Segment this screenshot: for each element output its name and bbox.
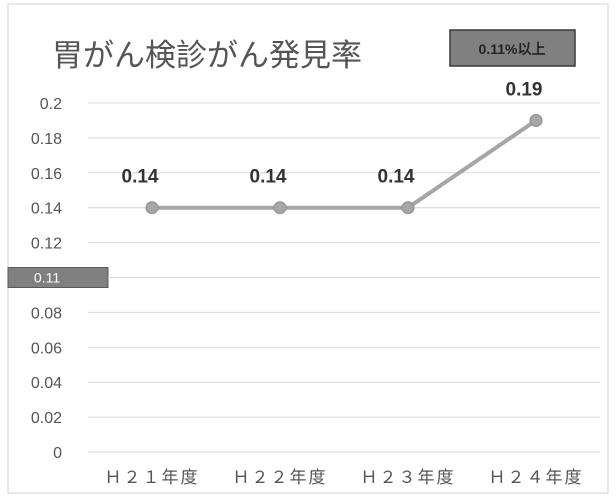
- x-category-label: Ｈ２１年度: [105, 468, 200, 488]
- series-line: [152, 118, 538, 210]
- threshold-marker-label: 0.11: [34, 270, 60, 286]
- y-tick-label: 0.2: [40, 96, 62, 113]
- y-tick-label: 0.18: [31, 131, 62, 148]
- y-tick-label: 0.14: [31, 201, 62, 218]
- x-category-label: Ｈ２４年度: [489, 468, 584, 488]
- y-tick-label: 0.12: [31, 236, 62, 253]
- data-point: [145, 201, 159, 215]
- data-label: 0.14: [122, 167, 159, 188]
- x-axis-categories: Ｈ２１年度 Ｈ２２年度 Ｈ２３年度 Ｈ２４年度: [105, 468, 584, 488]
- series-line-layer: [145, 113, 543, 215]
- y-tick-label: 0: [53, 445, 62, 462]
- data-labels: 0.14 0.14 0.14 0.19: [122, 79, 543, 187]
- data-label: 0.14: [378, 167, 415, 188]
- data-point: [529, 113, 543, 127]
- threshold-badge-label: 0.11%以上: [479, 41, 546, 57]
- data-label: 0.14: [250, 167, 287, 188]
- y-tick-label: 0.08: [31, 305, 62, 322]
- chart-title: 胃がん検診がん発見率: [52, 38, 362, 74]
- x-category-label: Ｈ２２年度: [233, 468, 328, 488]
- data-point: [401, 201, 415, 215]
- y-tick-label: 0.06: [31, 340, 62, 357]
- x-category-label: Ｈ２３年度: [361, 468, 456, 488]
- data-label: 0.19: [506, 79, 543, 100]
- y-tick-label: 0.04: [31, 375, 62, 392]
- data-point: [273, 201, 287, 215]
- y-tick-label: 0.16: [31, 166, 62, 183]
- y-tick-label: 0.02: [31, 410, 62, 427]
- y-axis-ticks: 0 0.02 0.04 0.06 0.08 0.12 0.14 0.16 0.18 0.2: [31, 96, 62, 462]
- threshold-badge-box: [449, 29, 576, 67]
- threshold-marker-layer: 0.11: [7, 267, 600, 288]
- threshold-badge-layer: 0.11%以上: [449, 29, 576, 67]
- chart-frame: [7, 3, 609, 494]
